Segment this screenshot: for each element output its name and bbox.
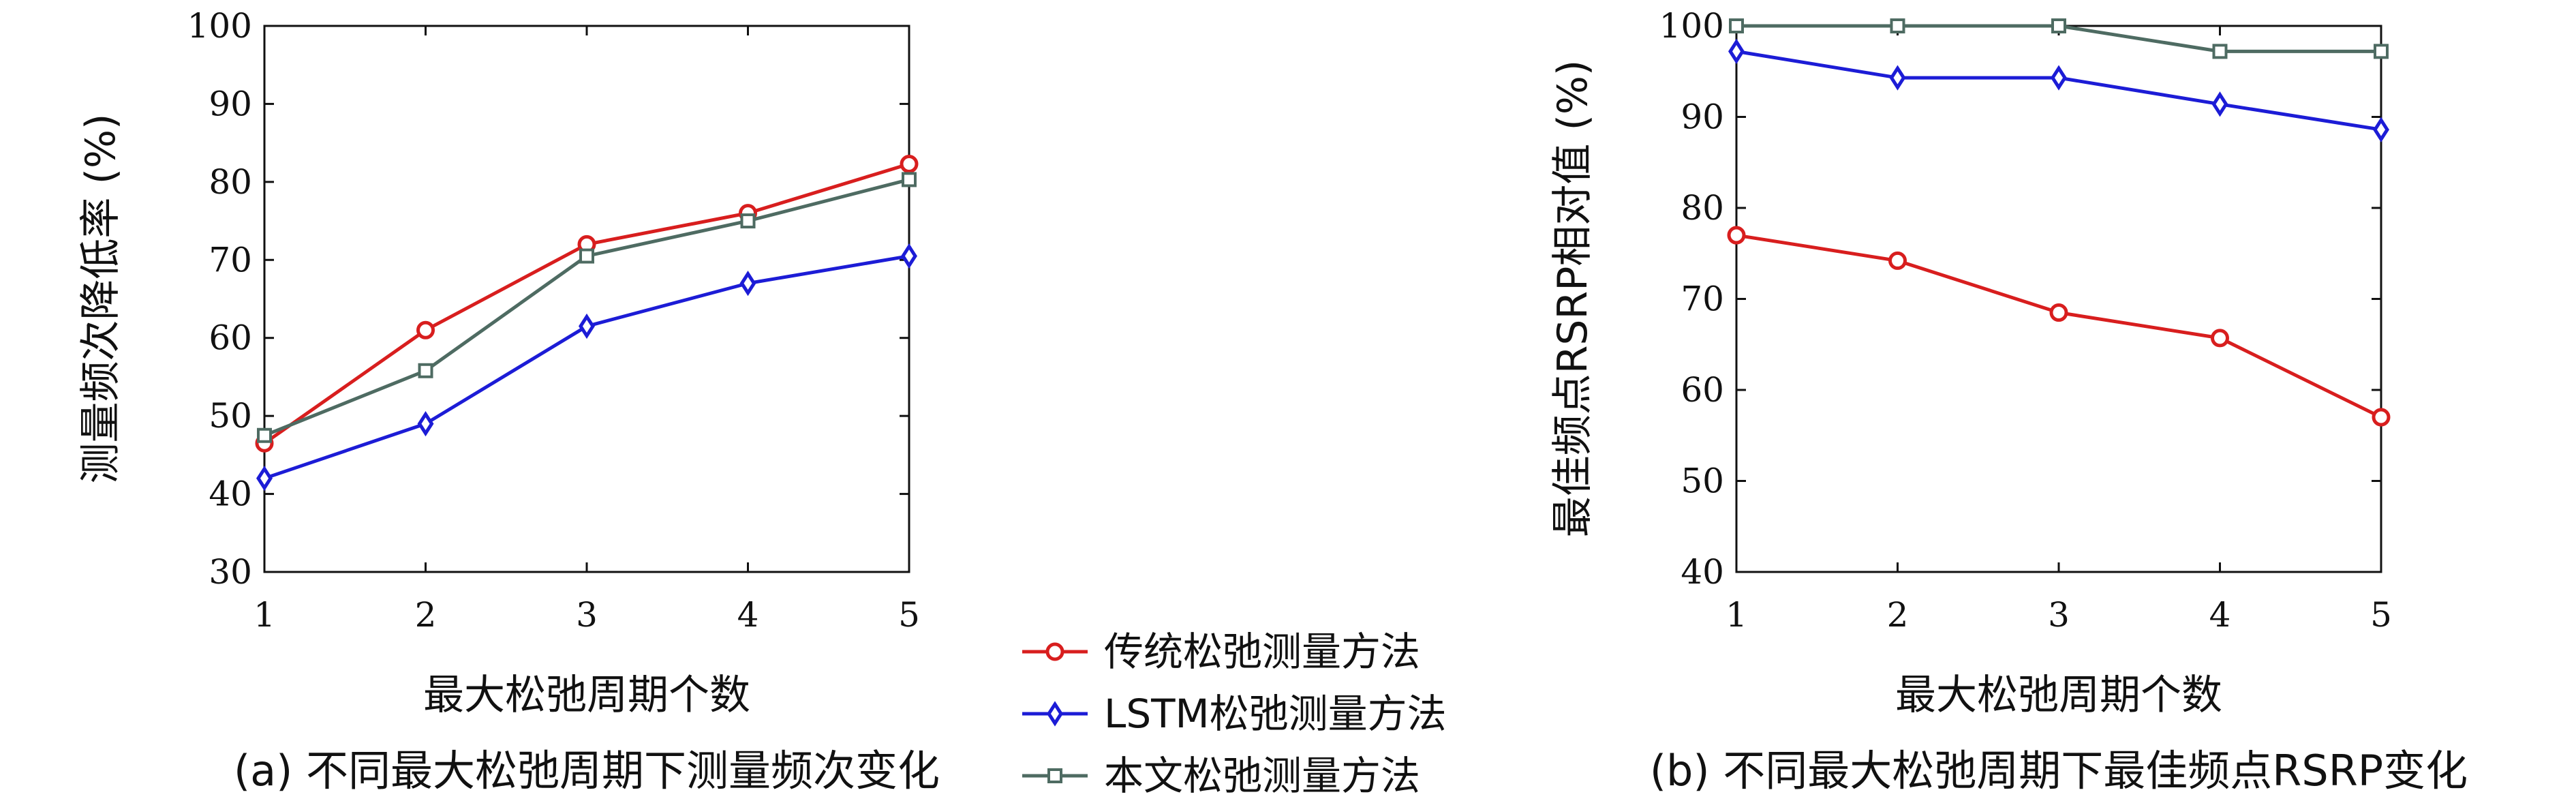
x-tick-label: 3 bbox=[2048, 595, 2070, 635]
x-tick-label: 1 bbox=[1726, 595, 1747, 635]
data-point-diamond bbox=[1889, 65, 1906, 91]
legend-label-proposed: 本文松弛测量方法 bbox=[1104, 753, 1420, 799]
x-axis-title-a: 最大松弛周期个数 bbox=[423, 671, 750, 719]
y-tick-label: 70 bbox=[209, 240, 252, 279]
data-point-square bbox=[2212, 44, 2228, 59]
data-point-circle bbox=[2049, 303, 2068, 322]
x-tick-label: 5 bbox=[2370, 595, 2392, 635]
y-axis-title-a: 测量频次降低率 (%) bbox=[77, 114, 125, 484]
data-point-diamond bbox=[901, 243, 917, 269]
y-tick-label: 100 bbox=[187, 6, 252, 46]
y-tick-label: 60 bbox=[209, 318, 252, 358]
y-tick-label: 90 bbox=[1681, 97, 1724, 137]
legend: 传统松弛测量方法 LSTM松弛测量方法 本文松弛测量方法 bbox=[1022, 629, 1447, 799]
data-point-circle bbox=[1888, 251, 1907, 270]
x-tick-label: 1 bbox=[254, 595, 275, 635]
caption-b: (b) 不同最大松弛周期下最佳频点RSRP变化 bbox=[1650, 746, 2468, 796]
data-point-diamond bbox=[579, 313, 595, 339]
y-tick-label: 60 bbox=[1681, 370, 1724, 410]
y-tick-label: 40 bbox=[209, 474, 252, 514]
data-point-diamond bbox=[739, 270, 756, 297]
series-line-diamond bbox=[1736, 49, 2382, 132]
data-point-circle bbox=[1727, 226, 1746, 245]
x-tick-label: 3 bbox=[576, 595, 598, 635]
series-line-diamond bbox=[264, 254, 910, 481]
y-tick-label: 80 bbox=[1681, 188, 1724, 228]
x-tick-label: 2 bbox=[415, 595, 437, 635]
y-axis-title-b: 最佳频点RSRP相对值 (%) bbox=[1549, 60, 1597, 538]
legend-item-lstm: LSTM松弛测量方法 bbox=[1022, 691, 1447, 737]
data-point-square bbox=[1729, 18, 1744, 33]
data-point-diamond bbox=[2373, 117, 2389, 142]
data-point-diamond bbox=[2051, 65, 2067, 91]
data-point-square bbox=[418, 363, 433, 378]
caption-a: (a) 不同最大松弛周期下测量频次变化 bbox=[234, 746, 940, 796]
data-point-circle bbox=[2372, 408, 2391, 427]
data-point-diamond bbox=[417, 410, 434, 437]
series-b bbox=[1727, 18, 2391, 427]
data-point-circle bbox=[416, 320, 435, 339]
data-point-square bbox=[579, 248, 594, 264]
series-line-circle bbox=[1736, 233, 2382, 419]
legend-marker-proposed bbox=[1047, 768, 1062, 783]
legend-item-traditional: 传统松弛测量方法 bbox=[1022, 629, 1420, 675]
legend-marker-traditional bbox=[1045, 642, 1064, 661]
y-tick-label: 90 bbox=[209, 84, 252, 123]
y-tick-label: 80 bbox=[209, 162, 252, 202]
legend-label-traditional: 传统松弛测量方法 bbox=[1104, 629, 1420, 675]
data-point-square bbox=[257, 427, 272, 443]
x-tick-label: 4 bbox=[2209, 595, 2231, 635]
y-tick-label: 30 bbox=[209, 552, 252, 592]
series-a bbox=[255, 155, 919, 492]
chart-panel-b: 40 50 60 70 80 90 100 1 2 3 4 5 最大松弛周期个数 最佳频点RSRP相对… bbox=[1549, 6, 2468, 796]
data-point-diamond bbox=[1728, 38, 1745, 65]
axis-ticks-a: 30 40 50 60 70 80 90 100 1 2 3 4 5 bbox=[187, 6, 920, 635]
legend-marker-lstm bbox=[1047, 701, 1063, 727]
data-point-diamond bbox=[2211, 91, 2228, 117]
data-point-circle bbox=[900, 155, 919, 174]
x-tick-label: 2 bbox=[1887, 595, 1909, 635]
y-tick-label: 50 bbox=[1681, 462, 1724, 501]
legend-label-lstm: LSTM松弛测量方法 bbox=[1104, 691, 1447, 737]
data-point-square bbox=[2374, 44, 2389, 59]
y-tick-label: 70 bbox=[1681, 279, 1724, 319]
y-tick-label: 50 bbox=[209, 396, 252, 436]
data-point-square bbox=[740, 213, 756, 229]
series-line-square bbox=[264, 178, 910, 438]
data-point-square bbox=[2051, 18, 2066, 33]
plot-frame-b bbox=[1735, 25, 2382, 573]
x-tick-label: 4 bbox=[737, 595, 759, 635]
plot-frame-a bbox=[263, 25, 910, 573]
data-point-square bbox=[902, 172, 917, 187]
legend-item-proposed: 本文松弛测量方法 bbox=[1022, 753, 1420, 799]
data-point-square bbox=[1890, 18, 1905, 33]
x-axis-title-b: 最大松弛周期个数 bbox=[1895, 671, 2222, 719]
data-point-circle bbox=[2211, 329, 2229, 348]
y-tick-label: 40 bbox=[1681, 552, 1724, 592]
chart-panel-a: 30 40 50 60 70 80 90 100 1 2 3 4 5 最大松弛周期个数 测量频次降低率 … bbox=[77, 6, 940, 796]
x-tick-label: 5 bbox=[898, 595, 920, 635]
data-point-diamond bbox=[256, 466, 273, 492]
axis-ticks-b: 40 50 60 70 80 90 100 1 2 3 4 5 bbox=[1659, 6, 2392, 635]
y-tick-label: 100 bbox=[1659, 6, 1724, 46]
